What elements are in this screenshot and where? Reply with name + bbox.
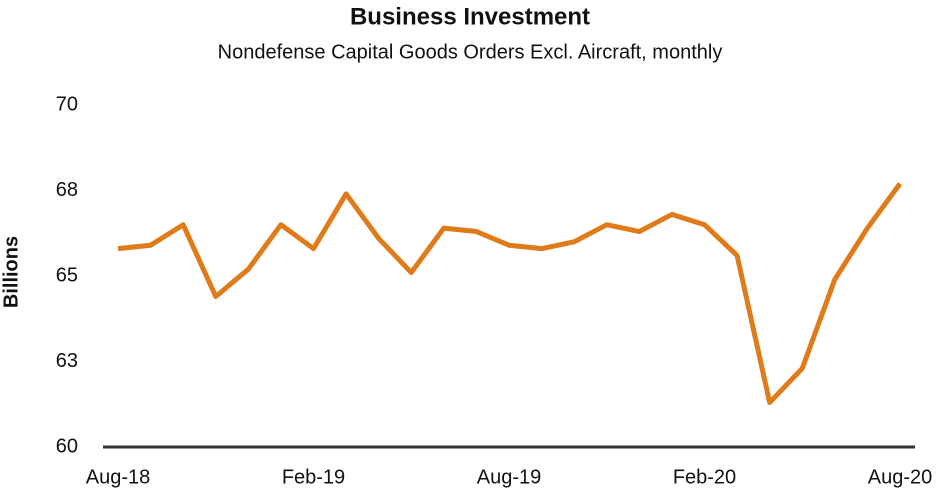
x-tick-label: Aug-18 (86, 466, 151, 488)
y-tick-label: 70 (56, 93, 78, 115)
x-tick-label: Feb-20 (673, 466, 736, 488)
x-tick-label: Aug-19 (477, 466, 542, 488)
y-tick-label: 63 (56, 350, 78, 372)
chart-subtitle: Nondefense Capital Goods Orders Excl. Ai… (218, 41, 723, 63)
chart-title: Business Investment (350, 3, 590, 30)
y-axis-label: Billions (0, 236, 22, 308)
y-tick-label: 65 (56, 264, 78, 286)
y-tick-label: 60 (56, 435, 78, 457)
x-tick-label: Feb-19 (282, 466, 345, 488)
x-tick-label: Aug-20 (868, 466, 933, 488)
line-series (117, 182, 903, 406)
y-tick-label: 68 (56, 179, 78, 201)
